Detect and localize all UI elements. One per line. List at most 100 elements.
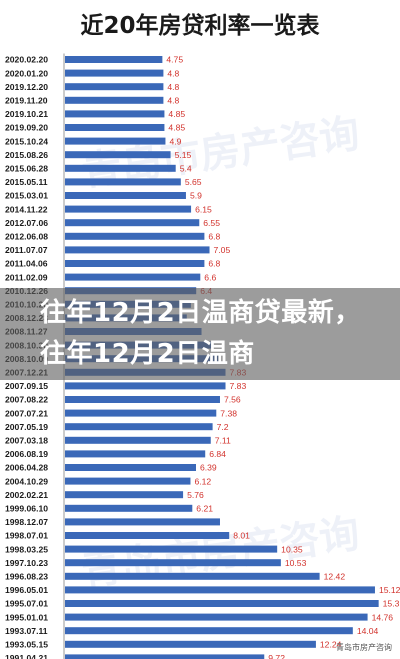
value-label: 14.04 [357,626,379,636]
value-label: 12.42 [324,572,346,582]
value-label: 5.65 [185,177,202,187]
category-label: 2015.08.26 [5,150,48,160]
value-label: 5.15 [175,150,192,160]
value-label: 12.24 [320,640,342,650]
value-label: 4.9 [169,136,181,146]
value-label: 10.35 [281,544,303,554]
value-label: 7.11 [215,436,231,446]
bar [65,232,205,240]
category-label: 2011.07.07 [5,245,48,255]
bar [65,164,176,172]
value-label: 4.75 [166,55,183,65]
category-label: 2007.07.21 [5,408,48,418]
category-label: 2007.09.15 [5,381,48,391]
category-label: 2015.03.01 [5,191,48,201]
category-label: 2012.06.08 [5,232,48,242]
category-label: 2019.10.21 [5,109,48,119]
bar [65,491,184,499]
value-label: 5.76 [187,490,204,500]
category-label: 2020.02.20 [5,55,48,65]
bar [65,409,217,417]
bar [65,464,196,471]
value-label: 6.12 [194,476,211,486]
value-label: 6.6 [204,272,216,282]
bar [65,423,213,431]
category-label: 2015.10.24 [5,136,48,146]
category-label: 1998.07.01 [5,531,48,541]
bar [65,219,200,227]
category-label: 1995.07.01 [5,599,48,609]
category-label: 2012.07.06 [5,218,48,228]
category-label: 1996.08.23 [5,572,48,582]
value-label: 6.8 [208,232,220,242]
category-label: 1995.01.01 [5,612,48,622]
value-label: 4.8 [167,68,179,78]
bar [65,477,191,485]
bar [65,627,353,635]
category-label: 1993.05.15 [5,640,48,650]
chart-title: 近20年房贷利率一览表 [80,13,320,39]
value-label: 7.2 [217,422,229,432]
category-label: 2006.08.19 [5,449,48,459]
bar [65,450,206,458]
value-label: 4.8 [167,82,179,92]
category-label: 1996.05.01 [5,585,48,595]
category-label: 2014.11.22 [5,204,48,214]
category-label: 1993.07.11 [5,626,48,636]
category-label: 2019.11.20 [5,96,48,106]
category-label: 2006.04.28 [5,463,48,473]
category-label: 2015.06.28 [5,164,48,174]
bar [65,532,230,539]
headline-text: 往年12月2日温商贷最新，往年12月2日温商 [40,298,361,369]
value-label: 7.05 [214,245,231,255]
bar [65,559,281,567]
bar [65,600,379,607]
bar [65,246,210,254]
value-label: 6.8 [208,259,220,269]
bar [65,260,205,267]
value-label: 6.55 [203,218,220,228]
bar [65,613,368,621]
headline-overlay [0,288,400,380]
value-label: 6.15 [195,204,212,214]
bar [65,124,165,131]
category-label: 1997.10.23 [5,558,48,568]
bar [65,382,226,390]
bar [65,205,192,213]
value-label: 5.4 [180,164,192,174]
value-label: 14.76 [372,612,394,622]
value-label: 9.72 [268,653,285,659]
value-label: 6.21 [196,504,213,514]
value-label: 15.12 [379,585,400,595]
bar [65,518,220,526]
bar [65,110,165,118]
corner-watermark: 青岛市房产咨询 [336,643,392,652]
bar [65,178,181,186]
bar [65,396,220,403]
bar [65,640,316,648]
value-label: 7.56 [224,395,241,405]
category-label: 2019.09.20 [5,123,48,133]
bar [65,137,166,145]
category-label: 2015.05.11 [5,177,48,187]
value-label: 6.84 [209,449,226,459]
category-label: 2019.12.20 [5,82,48,92]
value-label: 5.9 [190,191,202,201]
category-label: 2007.03.18 [5,436,48,446]
value-label: 4.85 [168,123,185,133]
bar [65,83,164,91]
bar [65,436,211,444]
bar [65,654,265,659]
category-label: 1998.03.25 [5,544,48,554]
value-label: 8.01 [233,531,250,541]
bar [65,56,163,63]
value-label: 15.3 [383,599,400,609]
category-label: 2007.05.19 [5,422,48,432]
bar [65,586,375,594]
bar [65,273,201,281]
category-label: 2004.10.29 [5,476,48,486]
category-label: 1999.06.10 [5,504,48,514]
bar [65,192,186,199]
category-label: 1998.12.07 [5,517,48,527]
category-label: 2002.02.21 [5,490,48,500]
